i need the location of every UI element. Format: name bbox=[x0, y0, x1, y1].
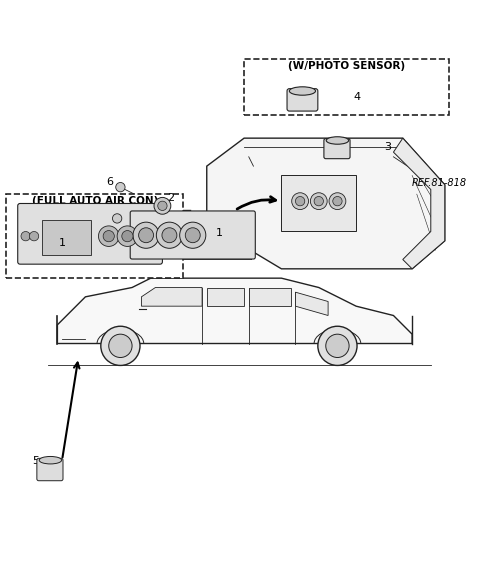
Circle shape bbox=[136, 226, 156, 247]
Circle shape bbox=[21, 232, 30, 241]
Circle shape bbox=[295, 197, 305, 206]
Circle shape bbox=[162, 228, 177, 243]
Text: 6: 6 bbox=[107, 178, 113, 187]
FancyBboxPatch shape bbox=[324, 139, 350, 159]
Circle shape bbox=[329, 193, 346, 209]
Text: 5: 5 bbox=[33, 456, 40, 466]
Text: (FULL AUTO AIR CON): (FULL AUTO AIR CON) bbox=[32, 196, 158, 206]
Circle shape bbox=[292, 193, 309, 209]
Circle shape bbox=[314, 197, 324, 206]
Ellipse shape bbox=[326, 137, 348, 144]
Text: REF.81-818: REF.81-818 bbox=[412, 178, 467, 188]
Text: 1: 1 bbox=[59, 238, 66, 248]
Polygon shape bbox=[207, 138, 445, 269]
FancyBboxPatch shape bbox=[6, 194, 183, 278]
Polygon shape bbox=[249, 288, 291, 306]
Polygon shape bbox=[394, 138, 445, 269]
FancyBboxPatch shape bbox=[42, 220, 91, 255]
Circle shape bbox=[158, 201, 167, 210]
Polygon shape bbox=[281, 175, 356, 232]
Circle shape bbox=[109, 334, 132, 358]
Text: 7: 7 bbox=[103, 210, 110, 220]
Circle shape bbox=[333, 197, 342, 206]
Circle shape bbox=[326, 334, 349, 358]
Circle shape bbox=[185, 228, 200, 243]
Text: 4: 4 bbox=[354, 92, 361, 102]
Text: 3: 3 bbox=[384, 141, 391, 152]
Circle shape bbox=[116, 182, 125, 192]
Circle shape bbox=[101, 326, 140, 366]
FancyBboxPatch shape bbox=[287, 89, 318, 111]
FancyBboxPatch shape bbox=[37, 458, 63, 481]
Polygon shape bbox=[295, 292, 328, 316]
Circle shape bbox=[156, 222, 182, 248]
Circle shape bbox=[29, 232, 39, 241]
Circle shape bbox=[318, 326, 357, 366]
Circle shape bbox=[117, 226, 138, 247]
FancyBboxPatch shape bbox=[244, 59, 449, 115]
FancyBboxPatch shape bbox=[18, 204, 162, 264]
Circle shape bbox=[112, 214, 122, 223]
Ellipse shape bbox=[289, 87, 315, 95]
Text: (W/PHOTO SENSOR): (W/PHOTO SENSOR) bbox=[288, 61, 405, 71]
Circle shape bbox=[103, 231, 114, 242]
Polygon shape bbox=[142, 288, 202, 306]
Circle shape bbox=[98, 226, 119, 247]
Circle shape bbox=[133, 222, 159, 248]
Circle shape bbox=[139, 228, 154, 243]
Circle shape bbox=[311, 193, 327, 209]
Polygon shape bbox=[207, 288, 244, 306]
Text: 1: 1 bbox=[216, 228, 223, 238]
Polygon shape bbox=[58, 278, 412, 343]
Circle shape bbox=[154, 197, 171, 214]
Ellipse shape bbox=[39, 457, 61, 464]
Circle shape bbox=[141, 231, 152, 242]
Circle shape bbox=[180, 222, 206, 248]
FancyBboxPatch shape bbox=[130, 211, 255, 259]
Circle shape bbox=[122, 231, 133, 242]
Text: 2: 2 bbox=[167, 193, 174, 203]
